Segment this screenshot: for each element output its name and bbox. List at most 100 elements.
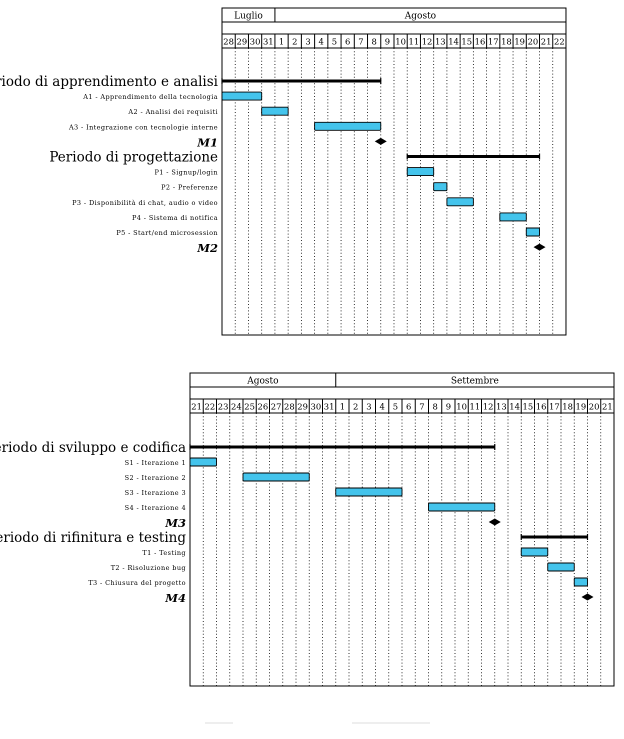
day-label: 29: [297, 402, 308, 412]
day-label: 17: [549, 402, 560, 412]
task-bar: [573, 577, 588, 587]
day-label: 15: [523, 402, 534, 412]
milestone-label: M2: [196, 241, 218, 255]
task-bar: [406, 167, 435, 177]
day-label: 12: [483, 402, 494, 412]
day-label: 31: [263, 37, 274, 47]
task-label: S1 - Iterazione 1: [125, 459, 186, 467]
day-label: 21: [602, 402, 613, 412]
task-label: P1 - Signup/login: [155, 169, 218, 177]
month-label: Luglio: [234, 12, 263, 22]
task-label: T3 - Chiusura del progetto: [88, 579, 186, 587]
day-label: 21: [191, 402, 202, 412]
day-label: 7: [419, 402, 424, 412]
day-label: 24: [231, 402, 242, 412]
day-label: 19: [514, 37, 525, 47]
task-label: A1 - Apprendimento della tecnologia: [82, 93, 218, 101]
task-label: S4 - Iterazione 4: [125, 504, 186, 512]
task-label: P4 - Sistema di notifica: [132, 214, 218, 222]
day-label: 29: [237, 37, 248, 47]
task-label: P3 - Disponibilità di chat, audio o vide…: [72, 198, 218, 207]
day-label: 3: [366, 402, 371, 412]
task-bar: [547, 562, 575, 572]
task-bar: [242, 472, 310, 482]
day-label: 7: [358, 37, 363, 47]
task-bar: [189, 457, 217, 467]
day-label: 20: [589, 402, 600, 412]
task-label: T2 - Risoluzione bug: [111, 564, 186, 572]
milestone-label: M1: [196, 135, 218, 149]
day-label: 6: [345, 37, 350, 47]
day-label: 31: [324, 402, 335, 412]
task-label: P5 - Start/end microsession: [116, 229, 218, 237]
day-label: 9: [385, 37, 390, 47]
task-bar: [446, 197, 474, 207]
day-label: 18: [501, 37, 512, 47]
task-bar: [525, 227, 540, 237]
day-label: 3: [305, 37, 310, 47]
day-label: 30: [250, 37, 261, 47]
day-label: 28: [284, 402, 295, 412]
day-label: 25: [244, 402, 255, 412]
day-label: 15: [461, 37, 472, 47]
chart-frame: [221, 7, 567, 336]
day-label: 10: [395, 37, 406, 47]
task-label: T1 - Testing: [142, 549, 186, 557]
day-label: 8: [432, 402, 437, 412]
group-label: Periodo di progettazione: [49, 150, 218, 166]
day-label: 27: [271, 402, 282, 412]
day-label: 13: [435, 37, 446, 47]
task-bar: [520, 547, 549, 557]
day-label: 22: [205, 402, 216, 412]
task-bar: [499, 212, 527, 222]
task-bar: [428, 502, 496, 512]
day-label: 6: [406, 402, 411, 412]
milestone-diamond: [488, 518, 501, 526]
milestone-diamond: [581, 593, 594, 601]
day-label: 26: [258, 402, 269, 412]
day-label: 14: [509, 402, 520, 412]
milestone-label: M3: [164, 516, 186, 530]
group-label: Periodo di apprendimento e analisi: [0, 74, 219, 90]
faint-mark-left: [205, 722, 233, 724]
day-label: 4: [379, 402, 384, 412]
group-label: Periodo di sviluppo e codifica: [0, 440, 186, 456]
task-bar: [314, 121, 382, 131]
day-label: 16: [475, 37, 486, 47]
task-label: S2 - Iterazione 2: [125, 474, 186, 482]
task-label: A2 - Analisi dei requisiti: [127, 108, 218, 116]
day-label: 12: [422, 37, 433, 47]
day-label: 1: [279, 37, 284, 47]
task-label: A3 - Integrazione con tecnologie interne: [68, 123, 218, 131]
day-label: 23: [218, 402, 229, 412]
day-label: 9: [446, 402, 451, 412]
day-label: 5: [393, 402, 398, 412]
task-bar: [433, 182, 448, 192]
day-label: 1: [340, 402, 345, 412]
day-label: 4: [319, 37, 324, 47]
faint-mark-right: [352, 722, 430, 724]
task-bar: [261, 106, 289, 116]
day-label: 14: [448, 37, 459, 47]
day-label: 2: [353, 402, 358, 412]
day-label: 22: [554, 37, 565, 47]
month-label: Agosto: [246, 377, 278, 387]
day-label: 2: [292, 37, 297, 47]
milestone-label: M4: [164, 591, 186, 605]
day-label: 18: [562, 402, 573, 412]
task-bar: [221, 91, 263, 101]
group-label: Periodo di rifinitura e testing: [0, 530, 186, 546]
day-label: 11: [408, 37, 419, 47]
day-label: 8: [371, 37, 376, 47]
day-label: 20: [528, 37, 539, 47]
day-label: 11: [470, 402, 481, 412]
day-label: 17: [488, 37, 499, 47]
month-label: Settembre: [451, 377, 499, 387]
day-label: 16: [536, 402, 547, 412]
day-label: 19: [576, 402, 587, 412]
milestone-diamond: [374, 137, 387, 145]
day-label: 5: [332, 37, 337, 47]
